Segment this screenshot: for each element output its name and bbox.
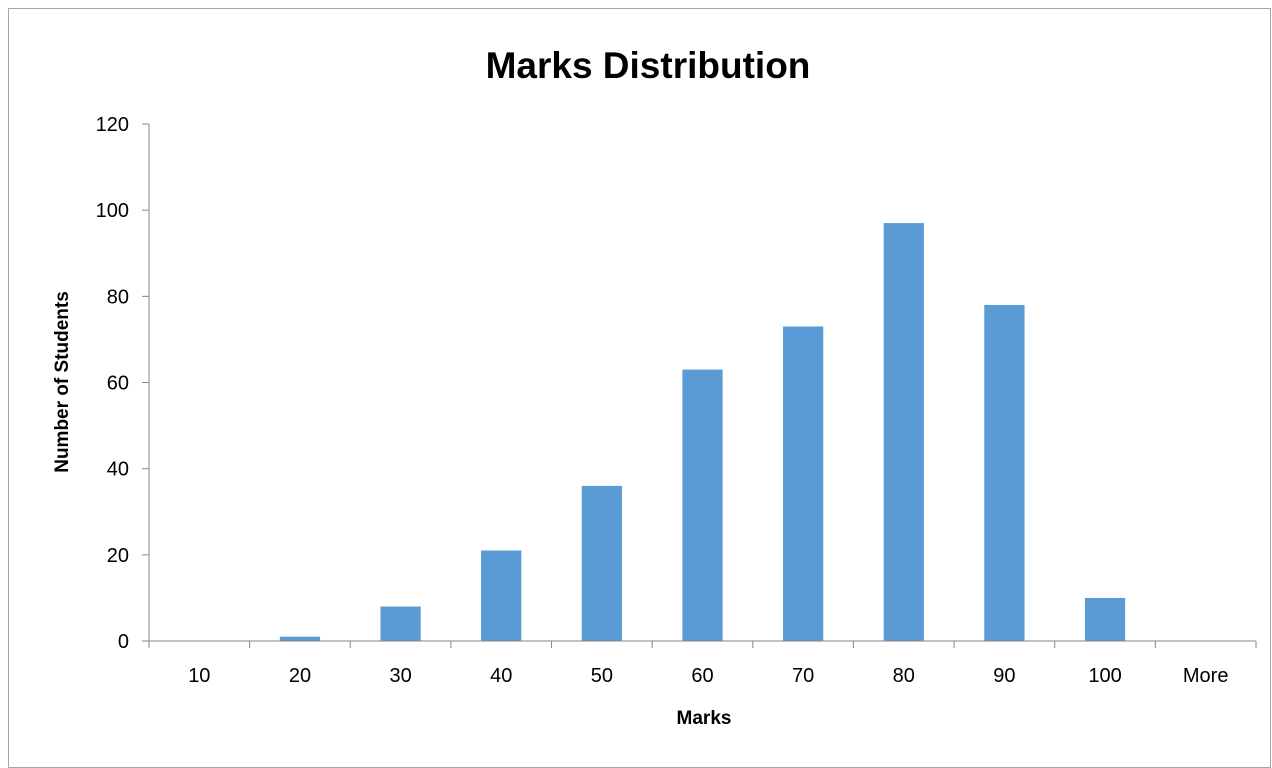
chart-title: Marks Distribution [486,45,811,86]
x-axis-title: Marks [677,708,732,729]
x-tick-label: 80 [893,665,915,687]
x-tick-label: 60 [691,665,713,687]
y-axis: 0 20 40 60 80 100 120 [96,114,150,653]
bar-60 [682,369,723,641]
x-tick-label: 40 [490,665,512,687]
x-tick-label: 20 [289,665,311,687]
bar-90 [984,304,1025,641]
bar-100 [1084,597,1126,641]
y-axis-title: Number of Students [52,291,73,473]
x-tick-label: 50 [591,665,613,687]
x-tick-label: 70 [792,665,814,687]
x-axis: 10 20 30 40 50 60 70 80 90 100 More [148,640,1257,687]
x-tick-label: 30 [389,665,411,687]
y-tick-label: 120 [96,114,129,136]
y-tick-label: 0 [118,631,129,653]
y-tick-label: 60 [107,373,129,395]
y-tick-label: 100 [96,200,129,222]
bar-20 [279,636,321,641]
x-tick-label: 90 [993,665,1015,687]
y-tick-label: 80 [107,286,129,308]
bar-30 [380,606,421,641]
bar-40 [481,550,522,641]
x-tick-label: 100 [1088,665,1121,687]
bar-50 [581,485,622,641]
y-tick-label: 40 [107,459,129,481]
x-tick-label: 10 [188,665,210,687]
x-tick-label: More [1183,665,1229,687]
bar-80 [883,223,924,641]
bar-70 [783,326,824,641]
y-tick-label: 20 [107,545,129,567]
bars-group [279,223,1126,641]
